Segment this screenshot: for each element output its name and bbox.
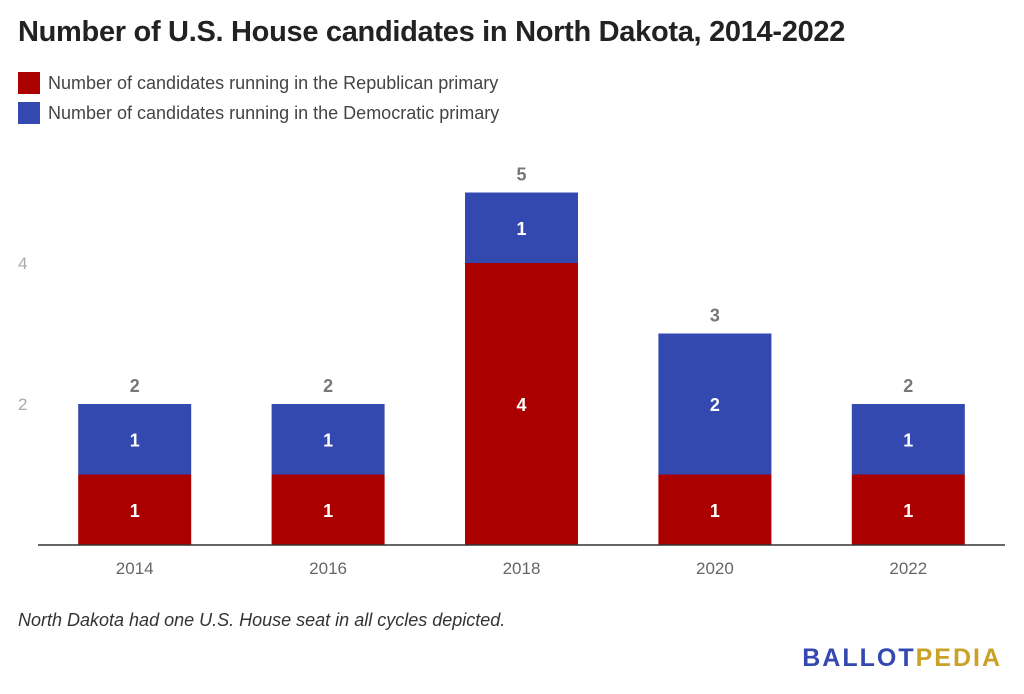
bar-segment-republican xyxy=(658,474,772,545)
bar-segment-democratic xyxy=(465,192,578,263)
bar-total-label: 2 xyxy=(130,376,140,396)
bar-segment-label: 1 xyxy=(323,501,333,521)
bar-segment-label: 1 xyxy=(323,430,333,450)
bar-segment-democratic xyxy=(271,404,385,475)
bar-segment-republican xyxy=(465,263,578,545)
ballotpedia-logo: BALLOTPEDIA xyxy=(802,644,1002,673)
logo-part-pedia: PEDIA xyxy=(915,644,1002,672)
bar-total-label: 3 xyxy=(710,306,720,326)
legend-swatch-democratic xyxy=(18,102,40,124)
legend-swatch-republican xyxy=(18,72,40,94)
legend-label-republican: Number of candidates running in the Repu… xyxy=(48,72,499,93)
x-tick-label: 2018 xyxy=(503,559,541,578)
bar-segment-label: 1 xyxy=(130,501,140,521)
y-tick-label: 4 xyxy=(18,254,27,273)
legend: Number of candidates running in the Repu… xyxy=(18,68,499,128)
bar-segment-label: 1 xyxy=(130,430,140,450)
footnote: North Dakota had one U.S. House seat in … xyxy=(18,610,506,630)
bar-total-label: 2 xyxy=(903,376,913,396)
bar-segment-label: 4 xyxy=(516,395,526,415)
bar-segment-label: 1 xyxy=(903,430,913,450)
chart-title: Number of U.S. House candidates in North… xyxy=(18,16,846,48)
legend-item-republican: Number of candidates running in the Repu… xyxy=(18,68,499,98)
bar-segment-democratic xyxy=(851,404,965,475)
legend-item-democratic: Number of candidates running in the Demo… xyxy=(18,98,499,128)
bar-segment-republican xyxy=(851,474,965,545)
bar-segment-label: 2 xyxy=(710,395,720,415)
x-tick-label: 2014 xyxy=(116,559,154,578)
bar-segment-republican xyxy=(78,474,192,545)
y-tick-label: 2 xyxy=(18,395,27,414)
x-tick-label: 2022 xyxy=(889,559,927,578)
bar-segment-label: 1 xyxy=(710,501,720,521)
bar-segment-democratic xyxy=(78,404,192,475)
bar-segment-label: 1 xyxy=(516,219,526,239)
x-tick-label: 2020 xyxy=(696,559,734,578)
bar-segment-label: 1 xyxy=(903,501,913,521)
bar-total-label: 2 xyxy=(323,376,333,396)
logo-part-ballot: BALLOT xyxy=(802,644,916,672)
bar-segment-democratic xyxy=(658,333,772,475)
bar-total-label: 5 xyxy=(516,165,526,185)
legend-label-democratic: Number of candidates running in the Demo… xyxy=(48,102,500,123)
x-tick-label: 2016 xyxy=(309,559,347,578)
bar-segment-republican xyxy=(271,474,385,545)
